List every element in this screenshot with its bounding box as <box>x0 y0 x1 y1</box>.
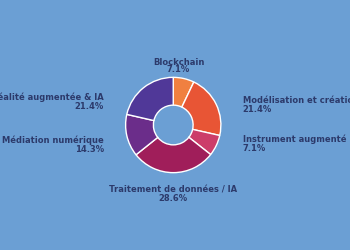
Text: 21.4%: 21.4% <box>243 105 272 114</box>
Text: Médiation numérique: Médiation numérique <box>2 136 104 145</box>
Wedge shape <box>189 129 220 154</box>
Text: Modélisation et création: Modélisation et création <box>243 96 350 105</box>
Text: Blockchain: Blockchain <box>153 58 204 68</box>
Text: 21.4%: 21.4% <box>75 102 104 111</box>
Text: Réalité augmentée & IA: Réalité augmentée & IA <box>0 92 104 102</box>
Wedge shape <box>182 82 221 136</box>
Wedge shape <box>136 137 211 173</box>
Text: Traitement de données / IA: Traitement de données / IA <box>109 186 237 195</box>
Wedge shape <box>173 77 194 107</box>
Text: 28.6%: 28.6% <box>159 194 188 203</box>
Text: 7.1%: 7.1% <box>243 144 266 153</box>
Text: 7.1%: 7.1% <box>167 65 190 74</box>
Text: 14.3%: 14.3% <box>75 145 104 154</box>
Wedge shape <box>126 114 158 155</box>
Wedge shape <box>127 77 173 120</box>
Text: Instrument augmenté: Instrument augmenté <box>243 134 346 144</box>
